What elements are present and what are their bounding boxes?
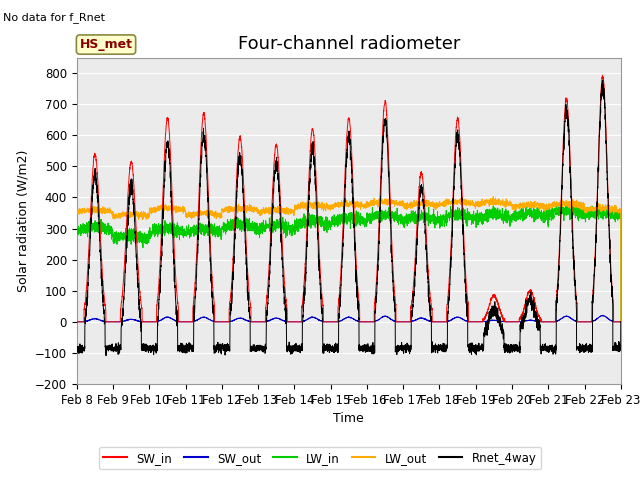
Title: Four-channel radiometer: Four-channel radiometer — [237, 35, 460, 53]
Legend: SW_in, SW_out, LW_in, LW_out, Rnet_4way: SW_in, SW_out, LW_in, LW_out, Rnet_4way — [99, 447, 541, 469]
Text: HS_met: HS_met — [79, 38, 132, 51]
Text: No data for f_Rnet: No data for f_Rnet — [3, 12, 105, 23]
X-axis label: Time: Time — [333, 412, 364, 425]
Y-axis label: Solar radiation (W/m2): Solar radiation (W/m2) — [17, 150, 29, 292]
